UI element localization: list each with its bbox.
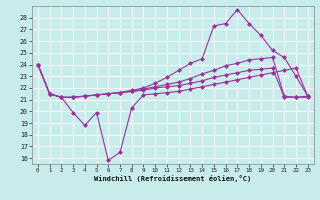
- X-axis label: Windchill (Refroidissement éolien,°C): Windchill (Refroidissement éolien,°C): [94, 175, 252, 182]
